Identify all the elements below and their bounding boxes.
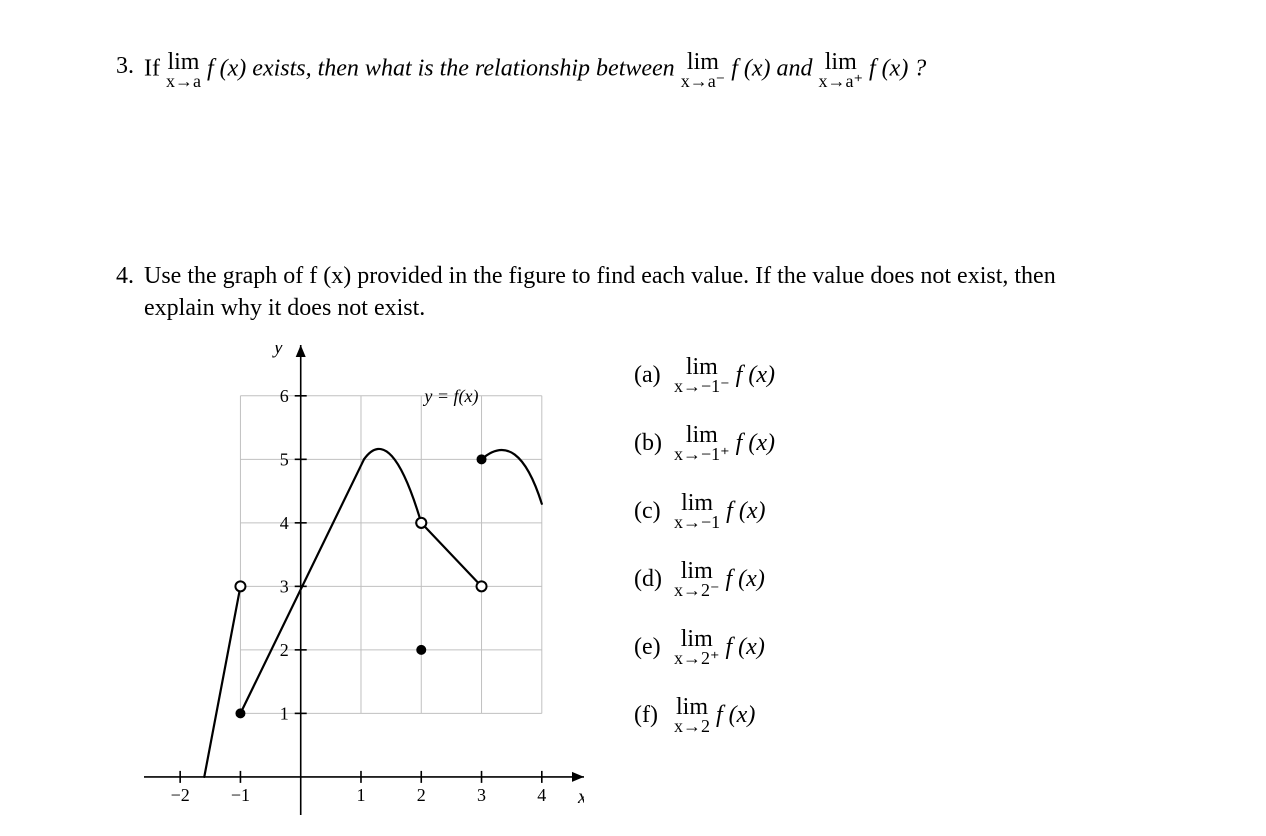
q4-body: −2 −1 1 2 3 4 1 2 3 4 5 6 x y y = f(x) (a)limx→−1⁻ f (…	[144, 345, 1206, 815]
part-label: (a)	[634, 359, 674, 391]
svg-text:3: 3	[477, 785, 486, 805]
q3-mid1: f (x) exists, then what is the relations…	[207, 56, 681, 82]
q3-number: 3.	[100, 50, 144, 82]
lim-bot: x→a	[166, 72, 201, 90]
fx-text: f (x)	[736, 427, 775, 459]
part-row: (c)limx→−1 f (x)	[634, 491, 1206, 531]
lim-bot: x→2⁻	[674, 581, 720, 599]
lim-bot: x→−1	[674, 513, 720, 531]
lim-bot: x→a⁺	[819, 72, 864, 90]
q4-stem: Use the graph of f (x) provided in the f…	[144, 260, 1124, 325]
q3-lim1: lim x→a	[166, 50, 201, 90]
part-row: (d)limx→2⁻ f (x)	[634, 559, 1206, 599]
page: 3. If lim x→a f (x) exists, then what is…	[0, 0, 1266, 836]
lim-bot: x→a⁻	[681, 72, 726, 90]
q4-number: 4.	[100, 260, 144, 292]
fx-text: f (x)	[736, 359, 775, 391]
svg-text:y = f(x): y = f(x)	[422, 386, 478, 407]
svg-text:2: 2	[417, 785, 426, 805]
svg-text:3: 3	[280, 576, 289, 596]
part-row: (f)limx→2 f (x)	[634, 695, 1206, 735]
fx-text: f (x)	[726, 563, 765, 595]
limit-expression: limx→2	[674, 695, 710, 735]
svg-text:−1: −1	[231, 785, 250, 805]
q3-mid2: f (x) and	[731, 56, 818, 82]
function-graph: −2 −1 1 2 3 4 1 2 3 4 5 6 x y y = f(x)	[144, 345, 584, 815]
limit-expression: limx→−1	[674, 491, 720, 531]
q3-lim3: lim x→a⁺	[819, 50, 864, 90]
svg-text:1: 1	[280, 703, 289, 723]
svg-text:6: 6	[280, 386, 289, 406]
question-4: 4. Use the graph of f (x) provided in th…	[100, 260, 1206, 815]
fx-text: f (x)	[726, 495, 765, 527]
part-row: (a)limx→−1⁻ f (x)	[634, 355, 1206, 395]
limit-expression: limx→−1⁻	[674, 355, 730, 395]
lim-bot: x→2	[674, 717, 710, 735]
q3-lim2: lim x→a⁻	[681, 50, 726, 90]
part-label: (c)	[634, 495, 674, 527]
svg-text:1: 1	[356, 785, 365, 805]
graph-column: −2 −1 1 2 3 4 1 2 3 4 5 6 x y y = f(x)	[144, 345, 604, 815]
svg-text:−2: −2	[171, 785, 190, 805]
lim-bot: x→−1⁻	[674, 377, 730, 395]
svg-text:x: x	[577, 786, 584, 808]
lim-bot: x→−1⁺	[674, 445, 730, 463]
part-row: (e)limx→2⁺ f (x)	[634, 627, 1206, 667]
fx-text: f (x)	[726, 631, 765, 663]
part-label: (d)	[634, 563, 674, 595]
parts-column: (a)limx→−1⁻ f (x)(b)limx→−1⁺ f (x)(c)lim…	[604, 345, 1206, 763]
part-label: (f)	[634, 699, 674, 731]
spacer	[100, 90, 1206, 260]
question-3: 3. If lim x→a f (x) exists, then what is…	[100, 50, 1206, 90]
svg-text:5: 5	[280, 449, 289, 469]
svg-text:2: 2	[280, 640, 289, 660]
limit-expression: limx→−1⁺	[674, 423, 730, 463]
q3-text-pre: If	[144, 56, 166, 82]
svg-text:4: 4	[280, 513, 289, 533]
part-label: (e)	[634, 631, 674, 663]
q3-stem: If lim x→a f (x) exists, then what is th…	[144, 50, 1206, 90]
part-label: (b)	[634, 427, 674, 459]
fx-text: f (x)	[716, 699, 755, 731]
part-row: (b)limx→−1⁺ f (x)	[634, 423, 1206, 463]
svg-text:4: 4	[537, 785, 546, 805]
limit-expression: limx→2⁺	[674, 627, 720, 667]
svg-text:y: y	[272, 345, 283, 358]
lim-bot: x→2⁺	[674, 649, 720, 667]
q3-post: f (x) ?	[869, 56, 926, 82]
q4-stem-wrap: Use the graph of f (x) provided in the f…	[144, 260, 1206, 815]
limit-expression: limx→2⁻	[674, 559, 720, 599]
